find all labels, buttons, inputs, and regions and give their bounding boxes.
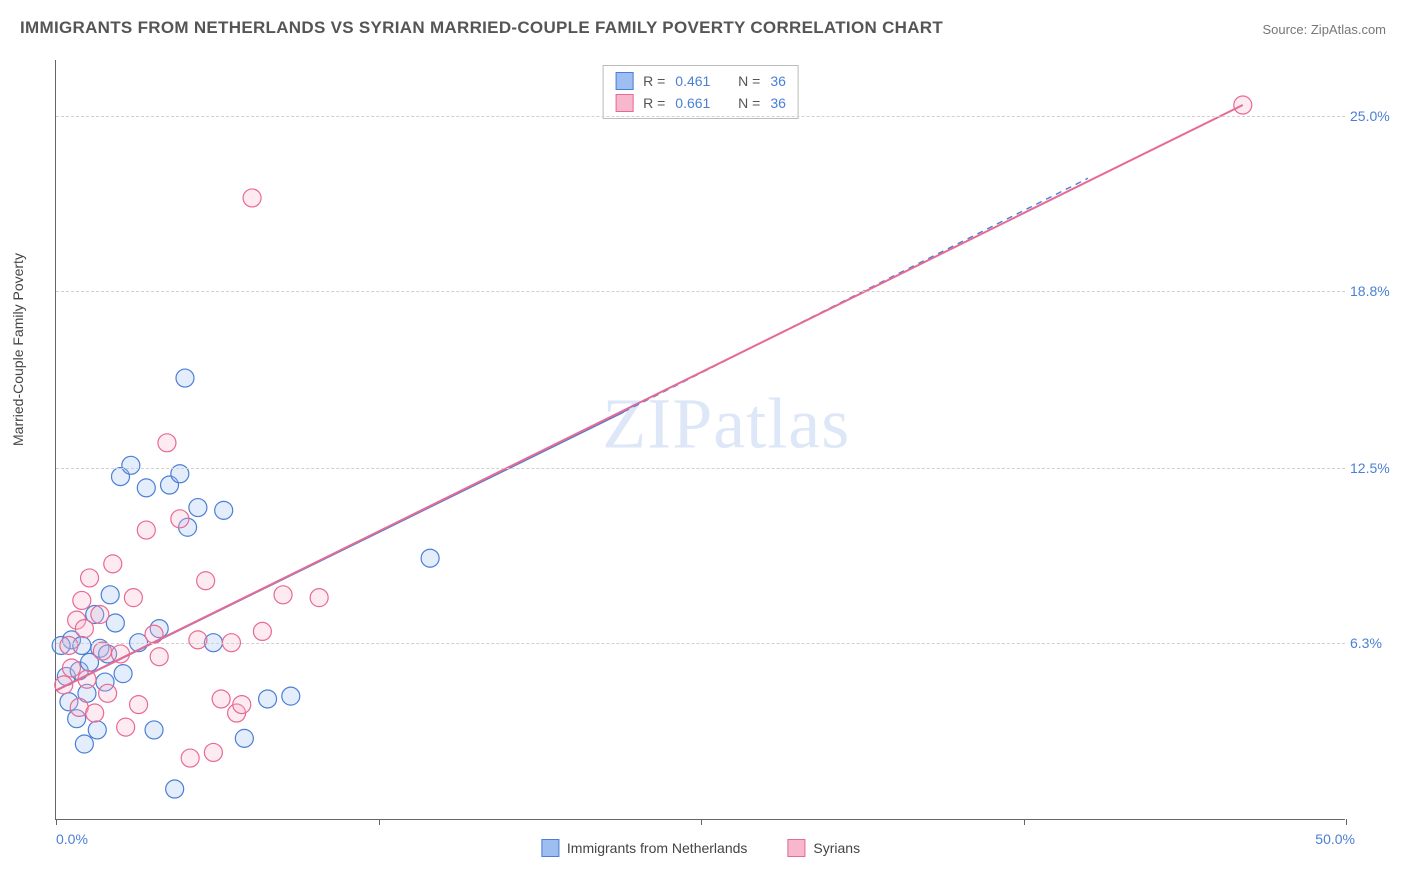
swatch-legend-1 <box>541 839 559 857</box>
xtick-label: 0.0% <box>56 831 88 847</box>
gridline-h <box>56 468 1345 469</box>
legend-label-2: Syrians <box>813 840 860 856</box>
r-label-1: R = <box>643 73 665 89</box>
legend-row-series-1: R = 0.461 N = 36 <box>615 70 786 92</box>
ytick-label: 25.0% <box>1350 108 1405 124</box>
n-label-2: N = <box>738 95 760 111</box>
swatch-series-2 <box>615 94 633 112</box>
legend-item-2: Syrians <box>787 839 860 857</box>
legend-label-1: Immigrants from Netherlands <box>567 840 748 856</box>
r-value-2: 0.661 <box>675 95 710 111</box>
xtick-label: 50.0% <box>1315 831 1355 847</box>
legend-stats: R = 0.461 N = 36 R = 0.661 N = 36 <box>602 65 799 119</box>
legend-bottom: Immigrants from Netherlands Syrians <box>541 839 860 857</box>
source-attribution: Source: ZipAtlas.com <box>1262 22 1386 37</box>
chart-container: IMMIGRANTS FROM NETHERLANDS VS SYRIAN MA… <box>0 0 1406 892</box>
legend-row-series-2: R = 0.661 N = 36 <box>615 92 786 114</box>
n-value-2: 36 <box>770 95 786 111</box>
xtick-mark <box>1024 819 1025 825</box>
xtick-mark <box>701 819 702 825</box>
chart-title: IMMIGRANTS FROM NETHERLANDS VS SYRIAN MA… <box>20 18 943 38</box>
ytick-label: 18.8% <box>1350 283 1405 299</box>
ytick-label: 12.5% <box>1350 460 1405 476</box>
r-label-2: R = <box>643 95 665 111</box>
n-value-1: 36 <box>770 73 786 89</box>
gridline-h <box>56 643 1345 644</box>
xtick-mark <box>1346 819 1347 825</box>
xtick-mark <box>379 819 380 825</box>
y-axis-label: Married-Couple Family Poverty <box>10 253 26 446</box>
gridline-h <box>56 291 1345 292</box>
plot-area: ZIPatlas R = 0.461 N = 36 R = 0.661 N = … <box>55 60 1345 820</box>
n-label-1: N = <box>738 73 760 89</box>
gridline-h <box>56 116 1345 117</box>
legend-item-1: Immigrants from Netherlands <box>541 839 748 857</box>
xtick-mark <box>56 819 57 825</box>
swatch-legend-2 <box>787 839 805 857</box>
swatch-series-1 <box>615 72 633 90</box>
ytick-label: 6.3% <box>1350 635 1405 651</box>
scatter-svg <box>56 60 1346 820</box>
r-value-1: 0.461 <box>675 73 710 89</box>
